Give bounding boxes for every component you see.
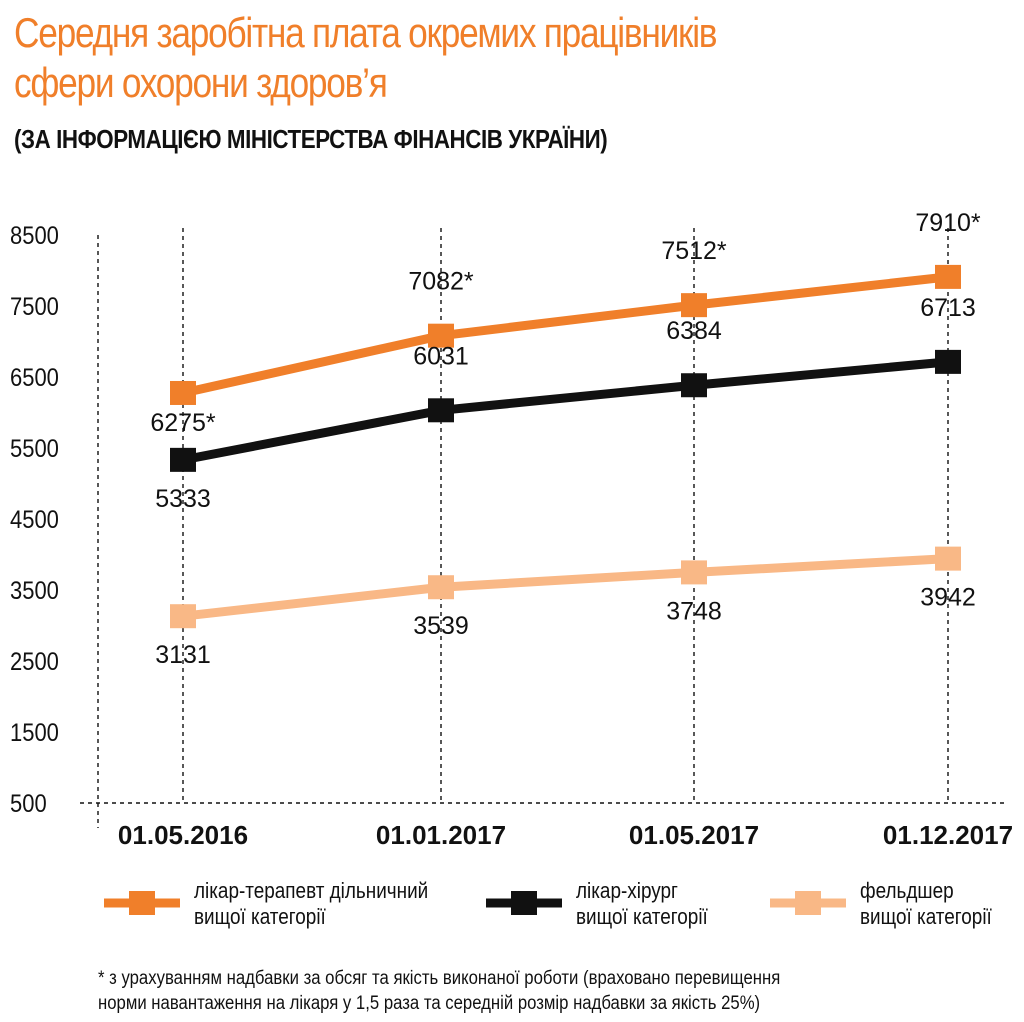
y-tick-label-7500: 7500: [10, 293, 59, 321]
legend-swatch-surgeon: [486, 891, 562, 915]
data-label-paramedic-2: 3748: [666, 597, 722, 625]
y-tick-label-500: 500: [10, 790, 47, 818]
data-point-surgeon-2: [681, 373, 707, 398]
series-line-therapist: [182, 272, 949, 398]
footnote-line-1: * з урахуванням надбавки за обсяг та які…: [98, 968, 781, 989]
data-point-therapist-1: [428, 323, 454, 348]
footnote-line-2: норми навантаження на лікаря у 1,5 раза …: [98, 993, 761, 1014]
y-tick-label-2500: 2500: [10, 648, 59, 676]
footnote: * з урахуванням надбавки за обсяг та які…: [98, 966, 780, 1016]
y-tick-label-5500: 5500: [10, 435, 59, 463]
y-tick-label-6500: 6500: [10, 364, 59, 392]
x-tick-label-3: 01.12.2017: [883, 820, 1013, 850]
series-line-surgeon: [182, 357, 949, 465]
data-point-therapist-2: [681, 293, 707, 318]
legend-label-therapist: лікар-терапевт дільничний вищої категорії: [194, 878, 429, 929]
data-label-surgeon-0: 5333: [155, 485, 211, 513]
x-tick-label-2: 01.05.2017: [629, 820, 759, 850]
y-tick-label-8500: 8500: [10, 222, 59, 250]
chart-title-line-2: сфери охорони здоров’я: [14, 59, 388, 106]
series-line-paramedic: [182, 554, 949, 621]
data-label-surgeon-2: 6384: [666, 317, 722, 345]
data-label-paramedic-3: 3942: [920, 584, 976, 612]
y-tick-label-4500: 4500: [10, 506, 59, 534]
line-chart: 500 1500 2500 3500 4500 5500 6500 7500 8500 01.05…: [10, 209, 1013, 850]
data-point-paramedic-0: [170, 604, 196, 629]
data-point-surgeon-1: [428, 398, 454, 423]
data-point-paramedic-2: [681, 560, 707, 585]
chart-title: Середня заробітна плата окремих працівни…: [14, 8, 854, 108]
data-point-paramedic-3: [935, 546, 961, 571]
legend-label-surgeon: лікар-хірург вищої категорії: [576, 878, 708, 929]
x-tick-label-1: 01.01.2017: [376, 820, 506, 850]
y-tick-label-3500: 3500: [10, 577, 59, 605]
data-label-paramedic-1: 3539: [413, 612, 469, 640]
data-point-therapist-3: [935, 264, 961, 289]
chart-title-line-1: Середня заробітна плата окремих працівни…: [14, 9, 718, 56]
data-label-therapist-2: 7512*: [661, 237, 727, 265]
data-label-surgeon-1: 6031: [413, 342, 469, 370]
data-label-therapist-1: 7082*: [408, 268, 474, 296]
data-label-surgeon-3: 6713: [920, 294, 976, 322]
data-label-therapist-0: 6275*: [150, 409, 216, 437]
x-tick-label-0: 01.05.2016: [118, 820, 248, 850]
data-point-paramedic-1: [428, 575, 454, 600]
y-tick-label-1500: 1500: [10, 719, 59, 747]
data-label-paramedic-0: 3131: [155, 641, 211, 669]
legend-label-paramedic: фельдшер вищої категорії: [860, 878, 992, 929]
data-label-therapist-3: 7910*: [915, 209, 981, 237]
legend-swatch-paramedic: [770, 891, 846, 915]
legend-swatch-therapist: [104, 891, 180, 915]
data-point-surgeon-3: [935, 349, 961, 374]
data-point-surgeon-0: [170, 447, 196, 472]
chart-subtitle: (ЗА ІНФОРМАЦІЄЮ МІНІСТЕРСТВА ФІНАНСІВ УК…: [14, 124, 608, 154]
data-point-therapist-0: [170, 380, 196, 405]
